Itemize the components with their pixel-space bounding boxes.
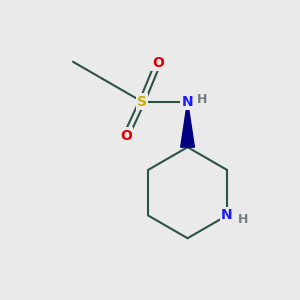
Text: O: O <box>120 129 132 143</box>
Text: N: N <box>221 208 233 223</box>
Text: S: S <box>137 94 147 109</box>
Text: N: N <box>182 94 194 109</box>
Polygon shape <box>181 102 194 147</box>
Text: O: O <box>152 56 164 70</box>
Text: H: H <box>197 93 207 106</box>
Text: H: H <box>238 213 248 226</box>
